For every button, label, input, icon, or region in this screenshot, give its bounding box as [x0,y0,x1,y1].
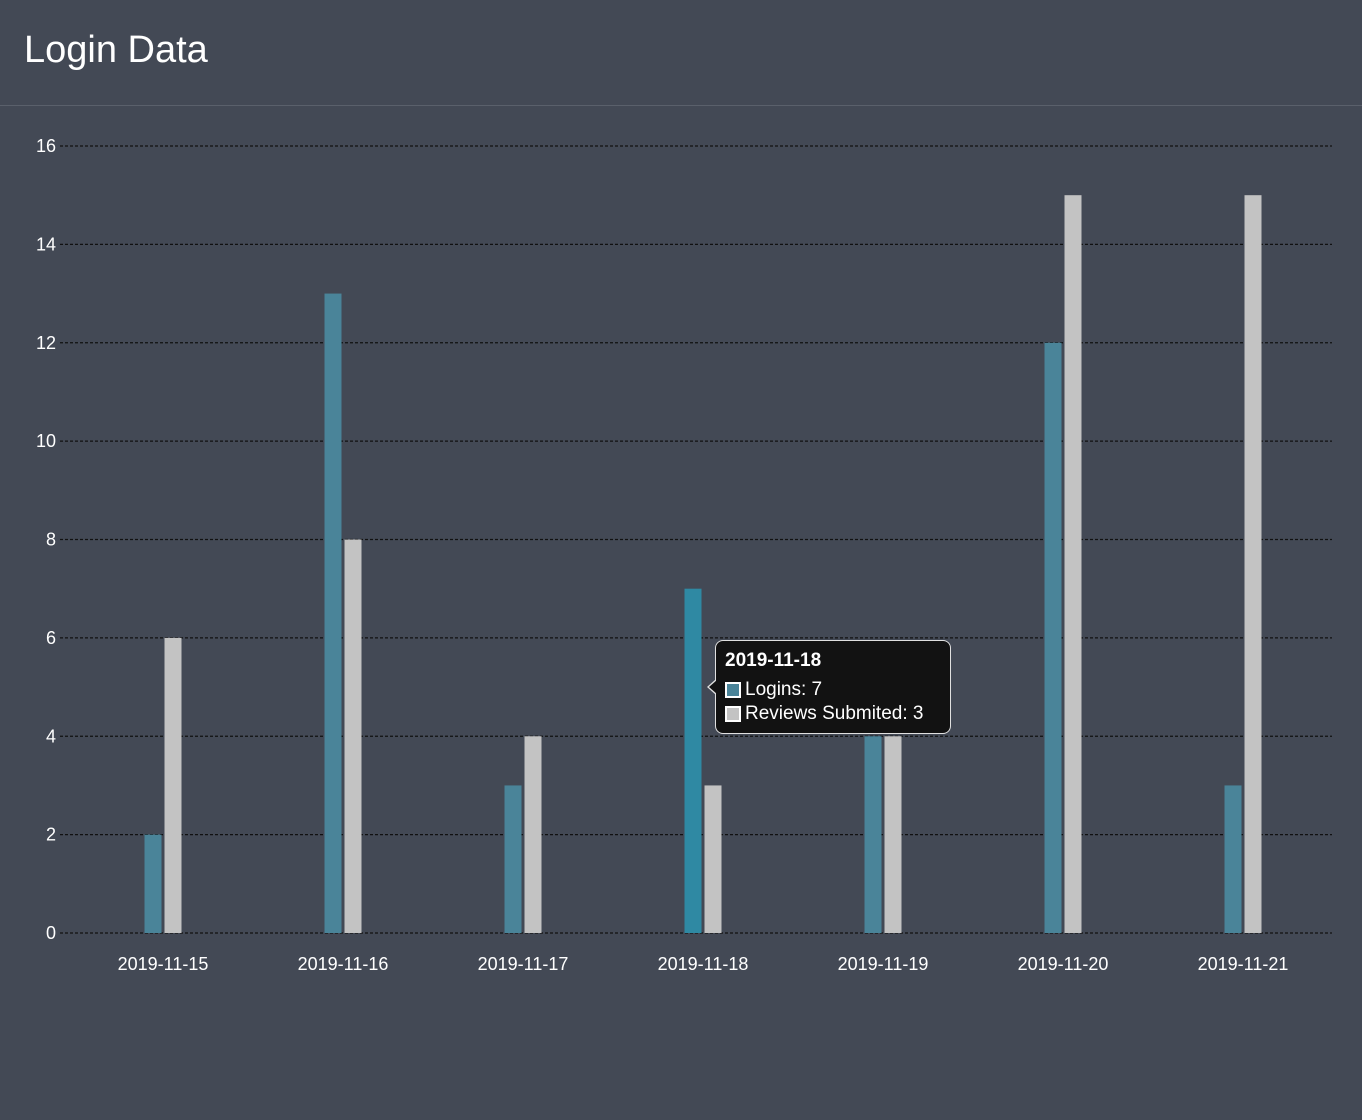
tooltip-row-reviews: Reviews Submited: 3 [725,702,941,726]
x-tick-label-2019-11-21: 2019-11-21 [1198,954,1289,974]
panel-header: Login Data [0,0,1362,106]
logins-bar-2019-11-15[interactable] [144,834,162,933]
x-tick-label-2019-11-15: 2019-11-15 [118,954,209,974]
y-tick-label-6: 6 [46,628,56,648]
x-tick-label-2019-11-16: 2019-11-16 [298,954,389,974]
tooltip-title: 2019-11-18 [725,650,822,671]
logins-bar-2019-11-21[interactable] [1224,785,1242,933]
y-tick-label-4: 4 [46,726,56,746]
x-axis: 2019-11-15 2019-11-16 2019-11-17 2019-11-18… [118,954,1289,974]
bars-layer [144,195,1262,934]
y-tick-label-14: 14 [36,234,56,254]
reviews-bar-2019-11-17[interactable] [524,736,542,933]
logins-bar-2019-11-20[interactable] [1044,342,1062,933]
y-tick-label-16: 16 [36,136,56,156]
grid-layer [60,145,1332,934]
reviews-swatch [725,706,741,722]
logins-bar-2019-11-16[interactable] [324,293,342,933]
logins-swatch [725,682,741,698]
y-tick-label-10: 10 [36,431,56,451]
x-tick-label-2019-11-18: 2019-11-18 [658,954,749,974]
tooltip-reviews-label: Reviews Submited: 3 [745,703,924,724]
x-tick-label-2019-11-17: 2019-11-17 [478,954,569,974]
reviews-bar-2019-11-16[interactable] [344,539,362,934]
reviews-bar-2019-11-19[interactable] [884,736,902,933]
reviews-bar-2019-11-15[interactable] [164,637,182,933]
y-tick-label-8: 8 [46,530,56,550]
chart-tooltip: 2019-11-18 Logins: 7 Reviews Submited: 3 [707,640,951,734]
page-title: Login Data [24,29,208,71]
logins-bar-2019-11-18[interactable] [684,588,702,933]
y-axis: 0 2 4 6 8 10 12 14 16 [36,136,56,943]
x-tick-label-2019-11-20: 2019-11-20 [1018,954,1109,974]
y-tick-label-12: 12 [36,333,56,353]
x-tick-label-2019-11-19: 2019-11-19 [838,954,929,974]
y-tick-label-2: 2 [46,825,56,845]
logins-bar-2019-11-17[interactable] [504,785,522,933]
y-tick-label-0: 0 [46,923,56,943]
tooltip-logins-label: Logins: 7 [745,679,823,700]
reviews-bar-2019-11-21[interactable] [1244,195,1262,933]
reviews-bar-2019-11-18[interactable] [704,785,722,933]
reviews-bar-2019-11-20[interactable] [1064,195,1082,933]
tooltip-row-logins: Logins: 7 [725,678,941,702]
logins-bar-2019-11-19[interactable] [864,736,882,933]
